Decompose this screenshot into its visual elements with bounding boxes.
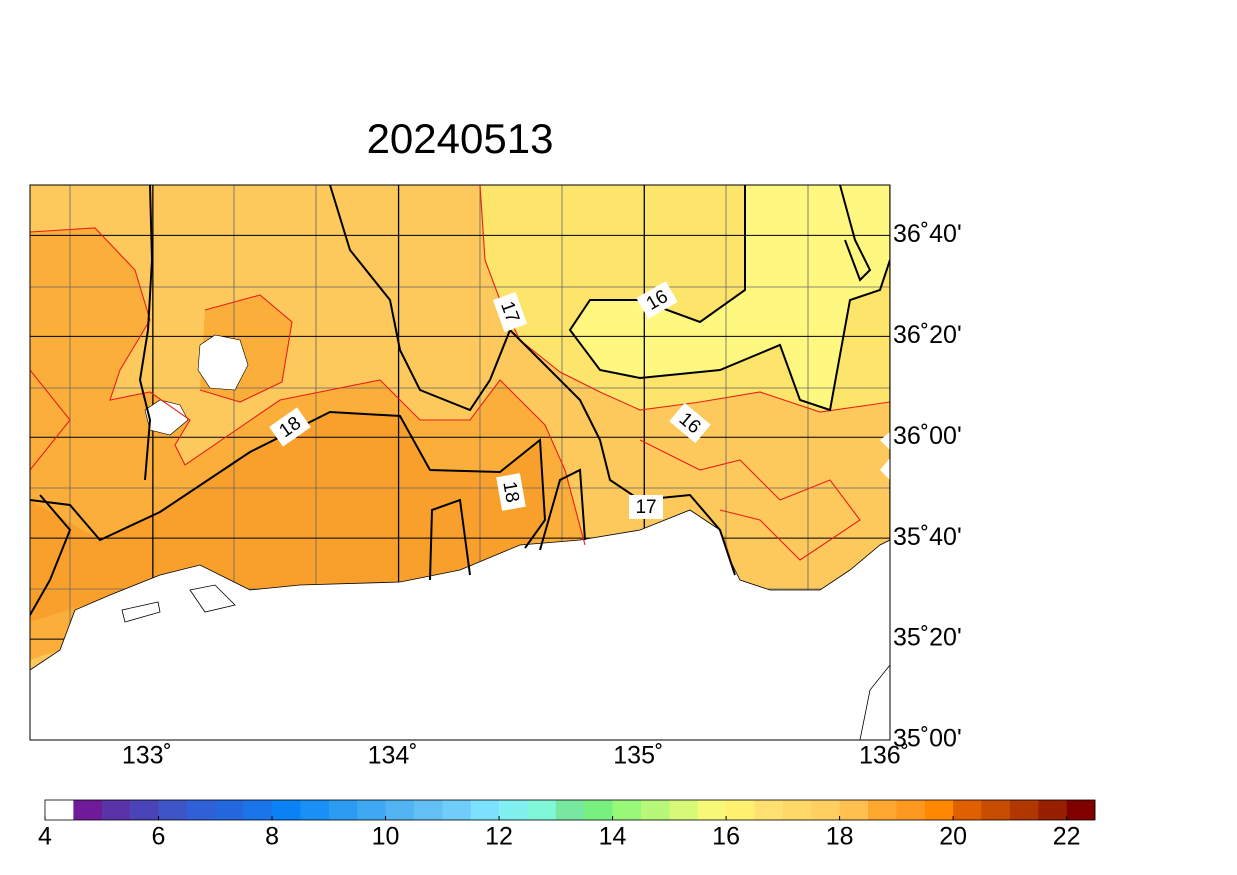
contour-label-box (492, 291, 528, 333)
coastline (121, 584, 890, 740)
contour-label-box (269, 407, 311, 447)
colorbar-box (272, 800, 301, 820)
colorbar-box (1066, 800, 1096, 820)
colorbar-tick-label: 20 (939, 823, 967, 851)
island (880, 432, 890, 480)
colorbar-tick-label: 22 (1053, 823, 1081, 851)
colorbar-box (754, 800, 784, 820)
colorbar-box (186, 800, 216, 820)
contour-label-box (496, 473, 526, 511)
lat-tick-label: 35˚00' (893, 725, 962, 753)
colorbar-tick-label: 12 (485, 823, 513, 851)
contour-label: 18 (496, 473, 526, 511)
lon-tick-label: 134˚ (368, 742, 418, 770)
colorbar-box (413, 800, 443, 820)
colorbar-box (726, 800, 755, 820)
contour-label-box (669, 402, 711, 444)
colorbar-tick-label: 8 (265, 823, 279, 851)
lon-tick-label: 136˚ (859, 742, 909, 770)
colorbar-box (782, 800, 812, 820)
colorbar-box (328, 800, 358, 820)
lat-tick-label: 36˚40' (893, 220, 962, 248)
island (197, 334, 249, 391)
colorbar-box (584, 800, 613, 820)
colorbar-box (527, 800, 557, 820)
colorbar-box (385, 800, 415, 820)
colorbar-box (640, 800, 670, 820)
colorbar-tick-label: 14 (599, 823, 627, 851)
colorbar-box (612, 800, 642, 820)
colorbar-box (300, 800, 330, 820)
field-18-5 (30, 412, 545, 622)
map-frame (29, 184, 891, 741)
colorbar-box (839, 800, 869, 820)
colorbar-box (555, 800, 585, 820)
lat-tick-label: 35˚40' (893, 523, 962, 551)
land (30, 509, 890, 740)
colorbar-box (499, 800, 528, 820)
colorbar-box (896, 800, 926, 820)
colorbar-box (470, 800, 500, 820)
colorbar-box (811, 800, 840, 820)
lon-tick-label: 133˚ (122, 742, 172, 770)
contour-label-box (636, 281, 678, 319)
colorbar-box (442, 800, 471, 820)
colorbar: 4 6 8 10 12 14 16 18 20 22 (38, 799, 1096, 851)
colorbar-box (867, 800, 897, 820)
colorbar-tick-label: 4 (38, 823, 52, 851)
colorbar-tick-label: 16 (712, 823, 740, 851)
lat-tick-label: 36˚20' (893, 321, 962, 349)
colorbar-box (924, 800, 954, 820)
colorbar-box (1038, 800, 1067, 820)
colorbar-box (45, 800, 74, 820)
colorbar-box (73, 800, 103, 820)
colorbar-box (101, 800, 131, 820)
colorbar-tick-label: 6 (152, 823, 166, 851)
axes: 133˚ 134˚ 135˚ 136˚35˚00' 35˚20' 35˚40' 36˚00'… (122, 220, 962, 770)
colorbar-box (130, 800, 159, 820)
colorbar-box (215, 800, 244, 820)
colorbar-box (981, 800, 1011, 820)
contour-main (30, 185, 890, 616)
contour-label-text: 18 (498, 480, 522, 504)
contour-label-text: 17 (635, 497, 656, 518)
colorbar-box (953, 800, 982, 820)
contour-label-box (629, 495, 663, 519)
field-15 (570, 185, 890, 410)
colorbar-box (697, 800, 727, 820)
colorbar-box (357, 800, 386, 820)
contour-label: 17 (492, 291, 528, 333)
map-fields (30, 185, 890, 740)
colorbar-frame (44, 799, 1096, 821)
colorbar-tick-label: 18 (826, 823, 854, 851)
colorbar-box (158, 800, 188, 820)
contour-label: 17 (629, 495, 663, 519)
title: 20240513 (367, 115, 554, 162)
colorbar-tick-label: 10 (372, 823, 400, 851)
lat-tick-label: 36˚00' (893, 422, 962, 450)
contour-half (30, 185, 890, 561)
lat-tick-label: 35˚20' (893, 624, 962, 652)
colorbar-box (669, 800, 699, 820)
colorbar-box (243, 800, 273, 820)
lon-tick-label: 135˚ (613, 742, 663, 770)
colorbar-box (1009, 800, 1039, 820)
